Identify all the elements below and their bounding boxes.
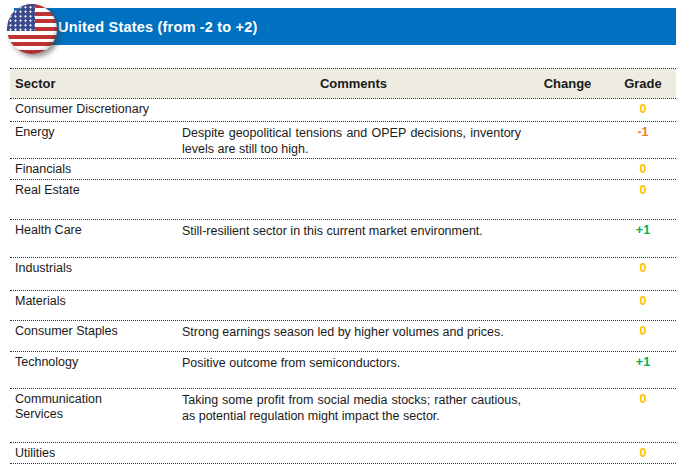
sector-comment: Still-resilient sector in this current m… [182, 222, 525, 239]
sector-name: Consumer Discretionary [10, 101, 182, 118]
table-row: Real Estate 0 [10, 179, 676, 219]
sector-grade: 0 [610, 161, 676, 176]
sector-grade: 0 [610, 182, 676, 197]
sector-grade: +1 [610, 222, 676, 237]
table-header-row: Sector Comments Change Grade [10, 68, 676, 98]
sector-grade: 0 [610, 323, 676, 338]
sector-comment [182, 445, 525, 446]
sector-name: Consumer Staples [10, 323, 182, 340]
sector-name: Energy [10, 124, 182, 141]
sector-grade: 0 [610, 260, 676, 275]
page-header: United States (from -2 to +2) [0, 0, 684, 58]
sector-grade: 0 [610, 101, 676, 116]
sector-name: Utilities [10, 445, 182, 462]
table-row: Industrials 0 [10, 257, 676, 290]
table-row: Technology Positive outcome from semicon… [10, 351, 676, 388]
table-row: Energy Despite geopolitical tensions and… [10, 121, 676, 158]
country-title-bar: United States (from -2 to +2) [14, 8, 676, 45]
sector-comment: Strong earnings season led by higher vol… [182, 323, 525, 340]
sector-comment [182, 101, 525, 102]
table-row: Utilities 0 [10, 442, 676, 463]
sector-comment: Taking some profit from social media sto… [182, 391, 525, 424]
sector-grade: 0 [610, 391, 676, 406]
table-row: Communication Services Taking some profi… [10, 388, 676, 442]
table-row: Consumer Discretionary 0 [10, 98, 676, 121]
table-row: Financials 0 [10, 158, 676, 179]
sector-name: Real Estate [10, 182, 182, 199]
sector-name: Industrials [10, 260, 182, 277]
sector-grade: 0 [610, 445, 676, 460]
sector-name: Materials [10, 293, 182, 310]
sector-comment [182, 161, 525, 162]
sector-name: Communication Services [10, 391, 182, 423]
sector-grades-table: Sector Comments Change Grade Consumer Di… [10, 68, 676, 464]
sector-grade: +1 [610, 354, 676, 369]
column-header-grade: Grade [610, 76, 676, 91]
sector-grade: -1 [610, 124, 676, 139]
sector-name: Financials [10, 161, 182, 178]
table-bottom-border [10, 463, 676, 464]
sector-comment [182, 182, 525, 183]
sector-name: Technology [10, 354, 182, 371]
column-header-change: Change [525, 76, 610, 91]
sector-comment: Positive outcome from semiconductors. [182, 354, 525, 371]
table-row: Consumer Staples Strong earnings season … [10, 320, 676, 351]
table-row: Materials 0 [10, 290, 676, 320]
table-row: Health Care Still-resilient sector in th… [10, 219, 676, 257]
column-header-comments: Comments [182, 76, 525, 91]
sector-comment [182, 293, 525, 294]
sector-grade: 0 [610, 293, 676, 308]
sector-comment [182, 260, 525, 261]
column-header-sector: Sector [10, 76, 182, 91]
sector-comment: Despite geopolitical tensions and OPEP d… [182, 124, 525, 157]
us-flag-icon [7, 4, 57, 54]
sector-name: Health Care [10, 222, 182, 239]
